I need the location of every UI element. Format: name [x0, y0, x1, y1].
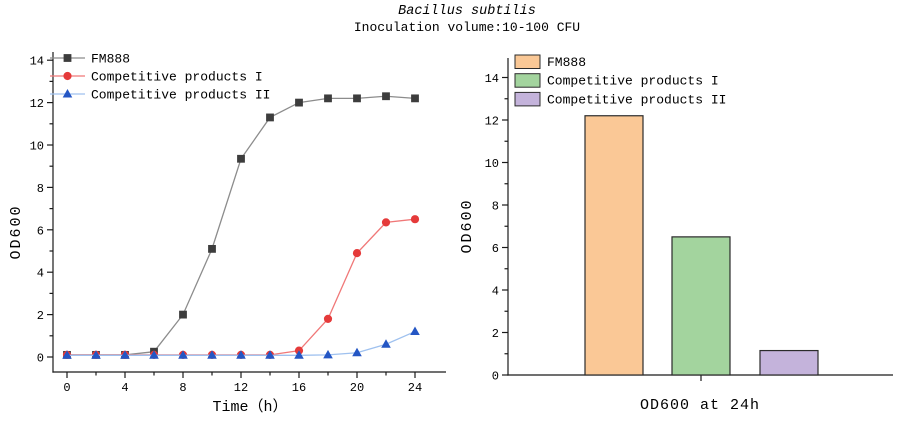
series-1	[62, 215, 420, 359]
series-line	[67, 95, 416, 356]
square-marker	[382, 92, 390, 101]
y-tick-label: 6	[37, 224, 44, 238]
x-tick-label: 12	[234, 381, 248, 395]
triangle-marker	[381, 339, 391, 348]
legend-label: Competitive products II	[547, 92, 726, 107]
y-tick-label: 8	[37, 182, 44, 196]
y-tick-label: 6	[492, 242, 499, 256]
y-axis-label: OD600	[8, 204, 25, 259]
square-marker	[179, 310, 187, 319]
triangle-marker	[149, 350, 159, 359]
y-tick-label: 8	[492, 200, 499, 214]
legend-swatch	[514, 54, 541, 69]
x-tick-label: 4	[121, 381, 128, 395]
triangle-marker	[236, 350, 246, 359]
triangle-marker	[62, 89, 73, 98]
square-marker	[353, 94, 361, 103]
figure-subtitle: Inoculation volume:10-100 CFU	[353, 20, 581, 35]
square-marker	[63, 54, 72, 62]
legend-label: Competitive products I	[547, 74, 719, 89]
x-axis-label: Time（h）	[212, 398, 287, 416]
line-chart-legend: FM888 Competitive products I Competitive p…	[50, 52, 270, 103]
triangle-marker	[120, 350, 130, 359]
bar-0	[584, 115, 644, 376]
x-tick-label: 8	[179, 381, 186, 395]
legend-swatch	[514, 91, 541, 107]
circle-marker	[63, 71, 72, 81]
series-0	[63, 92, 419, 359]
y-tick-label: 0	[37, 352, 44, 366]
triangle-marker	[178, 350, 188, 359]
y-tick-label: 4	[37, 267, 44, 281]
bar-chart-axes: 0 2 4 6 8 10 12 14	[485, 58, 893, 384]
triangle-marker	[91, 350, 101, 359]
x-tick-label: 0	[63, 381, 70, 395]
square-marker	[266, 113, 274, 122]
legend-label: FM888	[547, 55, 586, 70]
triangle-marker	[265, 350, 275, 359]
y-tick-label: 2	[492, 327, 499, 341]
legend-label: Competitive products I	[91, 70, 263, 85]
square-marker	[208, 244, 216, 253]
circle-marker	[410, 215, 420, 224]
square-marker	[411, 94, 419, 103]
triangle-marker	[294, 350, 304, 359]
square-marker	[237, 154, 245, 163]
x-tick-label: 16	[292, 381, 306, 395]
figure-title-block: Bacillus subtilis Inoculation volume:10-…	[117, 3, 817, 36]
triangle-marker	[323, 349, 333, 359]
square-marker	[324, 94, 332, 103]
triangle-marker	[62, 350, 72, 359]
circle-marker	[352, 249, 362, 258]
square-marker	[295, 98, 303, 107]
y-tick-label: 12	[485, 115, 499, 129]
bar-chart-legend: FM888 Competitive products I Competitive p…	[514, 54, 726, 107]
legend-swatch	[514, 73, 541, 88]
y-tick-label: 2	[37, 309, 44, 323]
triangle-marker	[352, 347, 362, 357]
bar-2	[759, 349, 819, 376]
bar-1	[671, 236, 731, 376]
circle-marker	[381, 218, 391, 227]
figure-title: Bacillus subtilis	[398, 4, 536, 19]
legend-label: FM888	[91, 52, 130, 67]
triangle-marker	[207, 350, 217, 359]
y-tick-label: 10	[485, 157, 499, 171]
y-axis-label: OD600	[460, 198, 476, 253]
y-tick-label: 14	[485, 72, 499, 86]
x-axis-label: OD600 at 24h	[640, 397, 760, 414]
legend-label: Competitive products II	[91, 88, 270, 103]
y-tick-label: 4	[492, 285, 499, 299]
y-tick-label: 12	[30, 97, 44, 111]
x-tick-label: 20	[350, 381, 364, 395]
y-tick-label: 10	[30, 140, 44, 154]
series-2	[62, 326, 420, 359]
growth-curve-line-chart: 0 4 8 12 16 20 2402468101214Time（h）OD600FM888C…	[8, 52, 446, 416]
od600-bar-chart: 0 2 4 6 8 10 12 14 OD600 at 24h OD600 FM888 Competi…	[460, 54, 893, 414]
triangle-marker	[410, 326, 420, 336]
circle-marker	[323, 314, 333, 323]
series-line	[67, 218, 416, 356]
y-tick-label: 14	[30, 55, 44, 69]
x-tick-label: 24	[408, 381, 422, 395]
y-tick-label: 0	[492, 370, 499, 384]
